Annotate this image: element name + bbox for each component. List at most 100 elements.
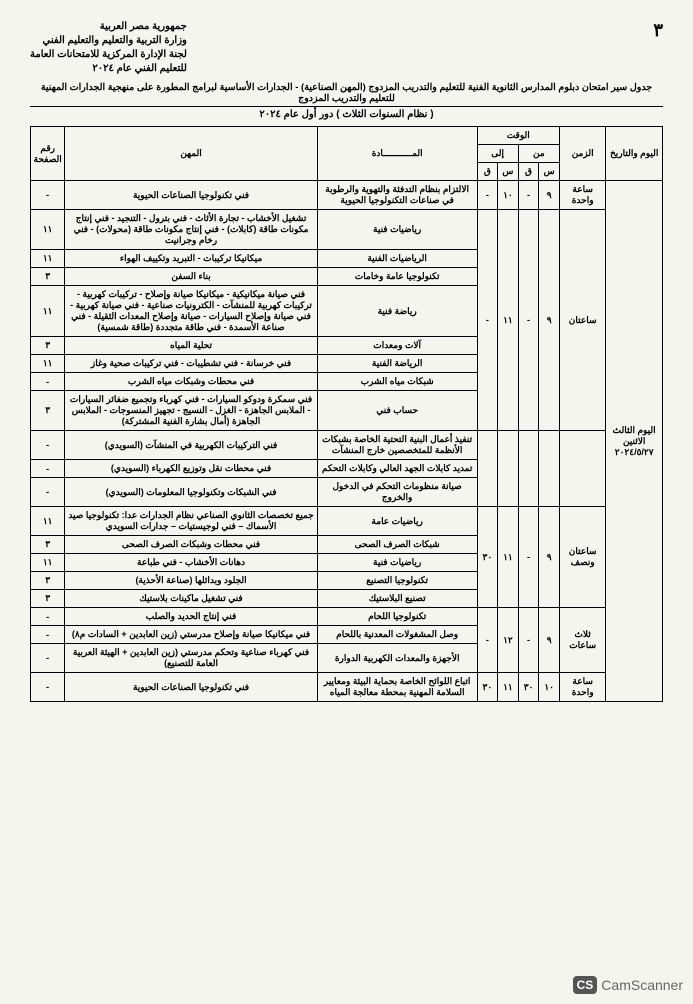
row-num-cell: ٣ xyxy=(31,337,65,355)
ministry-header: جمهورية مصر العربية وزارة التربية والتعل… xyxy=(30,20,187,76)
from-hour-cell: ٩ xyxy=(539,608,560,673)
subject-cell: تصنيع البلاستيك xyxy=(317,590,477,608)
subject-cell: صيانة منظومات التحكم في الدخول والخروج xyxy=(317,478,477,507)
row-num-cell: - xyxy=(31,431,65,460)
from-min-cell: - xyxy=(518,181,539,210)
row-num-cell: ١١ xyxy=(31,355,65,373)
header-line-1: جمهورية مصر العربية xyxy=(30,20,187,34)
subject-cell: الالتزام بنظام التدفئة والتهوية والرطوبة… xyxy=(317,181,477,210)
document-subtitle: ( نظام السنوات الثلاث ) دور أول عام ٢٠٢٤ xyxy=(30,109,663,120)
to-min-cell: - xyxy=(477,608,498,673)
document-header: ٣ جمهورية مصر العربية وزارة التربية والت… xyxy=(30,20,663,76)
subject-cell: تكنولوجيا اللحام xyxy=(317,608,477,626)
table-row: ساعتان٩-١١-رياضيات فنيةتشغيل الأخشاب - ت… xyxy=(31,210,663,250)
subject-cell: الرياضة الفنية xyxy=(317,355,477,373)
camscanner-label: CamScanner xyxy=(601,977,683,993)
th-time: الوقت xyxy=(477,127,559,145)
profession-cell: فني إنتاج الحديد والصلب xyxy=(65,608,317,626)
row-num-cell: ١١ xyxy=(31,554,65,572)
subject-cell: الأجهزة والمعدات الكهربية الدوارة xyxy=(317,644,477,673)
row-num-cell: ٣ xyxy=(31,391,65,431)
profession-cell: فني محطات وشبكات الصرف الصحى xyxy=(65,536,317,554)
camscanner-watermark: CS CamScanner xyxy=(573,976,683,994)
subject-cell: رياضيات فنية xyxy=(317,210,477,250)
duration-cell: ساعة واحدة xyxy=(559,181,605,210)
subject-cell: شبكات الصرف الصحى xyxy=(317,536,477,554)
subject-cell: تكنولوجيا التصنيع xyxy=(317,572,477,590)
table-row: ثلاث ساعات٩-١٢-تكنولوجيا اللحامفني إنتاج… xyxy=(31,608,663,626)
from-min-cell xyxy=(518,431,539,507)
profession-cell: فني تشغيل ماكينات بلاستيك xyxy=(65,590,317,608)
row-num-cell: ٣ xyxy=(31,572,65,590)
to-min-cell xyxy=(477,431,498,507)
to-min-cell: ٣٠ xyxy=(477,673,498,702)
row-num-cell: - xyxy=(31,626,65,644)
th-to-h: س xyxy=(498,163,519,181)
from-hour-cell: ٩ xyxy=(539,181,560,210)
profession-cell: فني تكنولوجيا الصناعات الحيوية xyxy=(65,181,317,210)
row-num-cell: ٣ xyxy=(31,536,65,554)
row-num-cell: ١١ xyxy=(31,210,65,250)
from-min-cell: - xyxy=(518,210,539,431)
subject-cell: وصل المشغولات المعدنية باللحام xyxy=(317,626,477,644)
table-row: تنفيذ أعمال البنية التحتية الخاصة بشبكات… xyxy=(31,431,663,460)
profession-cell: فني تكنولوجيا الصناعات الحيوية xyxy=(65,673,317,702)
to-hour-cell: ١١ xyxy=(498,507,519,608)
from-hour-cell xyxy=(539,431,560,507)
subject-cell: رياضة فنية xyxy=(317,286,477,337)
profession-cell: تحلية المياه xyxy=(65,337,317,355)
profession-cell: فني سمكرة ودوكو السيارات - فني كهرباء وت… xyxy=(65,391,317,431)
duration-cell xyxy=(559,431,605,507)
profession-cell: بناء السفن xyxy=(65,268,317,286)
th-row-num: رقم الصفحة xyxy=(31,127,65,181)
profession-cell: فني التركيبات الكهربية في المنشآت (السوي… xyxy=(65,431,317,460)
profession-cell: الجلود وبدائلها (صناعة الأحذية) xyxy=(65,572,317,590)
from-hour-cell: ٩ xyxy=(539,210,560,431)
page-number: ٣ xyxy=(653,20,663,41)
th-day: اليوم والتاريخ xyxy=(606,127,663,181)
from-min-cell: - xyxy=(518,608,539,673)
profession-cell: فني محطات نقل وتوزيع الكهرباء (السويدي) xyxy=(65,460,317,478)
header-line-3: لجنة الإدارة المركزية للامتحانات العامة xyxy=(30,48,187,62)
row-num-cell: ١١ xyxy=(31,250,65,268)
profession-cell: فني محطات وشبكات مياه الشرب xyxy=(65,373,317,391)
day-cell: اليوم الثالث الاثنين ٢٠٢٤/٥/٢٧ xyxy=(606,181,663,702)
document-title: جدول سير امتحان دبلوم المدارس الثانوية ا… xyxy=(30,82,663,107)
th-to-m: ق xyxy=(477,163,498,181)
row-num-cell: - xyxy=(31,478,65,507)
subject-cell: رياضيات عامة xyxy=(317,507,477,536)
th-to: إلى xyxy=(477,145,518,163)
th-subject: المـــــــــــادة xyxy=(317,127,477,181)
profession-cell: فني ميكانيكا صيانة وإصلاح مدرستي (زين ال… xyxy=(65,626,317,644)
header-line-2: وزارة التربية والتعليم والتعليم الفني xyxy=(30,34,187,48)
duration-cell: ساعة واحدة xyxy=(559,673,605,702)
from-hour-cell: ١٠ xyxy=(539,673,560,702)
from-hour-cell: ٩ xyxy=(539,507,560,608)
to-hour-cell: ١١ xyxy=(498,673,519,702)
to-hour-cell: ١٠ xyxy=(498,181,519,210)
subject-cell: تكنولوجيا عامة وخامات xyxy=(317,268,477,286)
subject-cell: تنفيذ أعمال البنية التحتية الخاصة بشبكات… xyxy=(317,431,477,460)
profession-cell: ميكانيكا تركيبات - التبريد وتكييف الهواء xyxy=(65,250,317,268)
subject-cell: حساب فني xyxy=(317,391,477,431)
table-body: اليوم الثالث الاثنين ٢٠٢٤/٥/٢٧ساعة واحدة… xyxy=(31,181,663,702)
row-num-cell: ٣ xyxy=(31,590,65,608)
th-from: من xyxy=(518,145,559,163)
row-num-cell: - xyxy=(31,673,65,702)
to-min-cell: ٣٠ xyxy=(477,507,498,608)
table-row: ساعة واحدة١٠٣٠١١٣٠اتباع اللوائح الخاصة ب… xyxy=(31,673,663,702)
profession-cell: فني الشبكات وتكنولوجيا المعلومات (السويد… xyxy=(65,478,317,507)
to-hour-cell: ١١ xyxy=(498,210,519,431)
row-num-cell: ١١ xyxy=(31,286,65,337)
th-profession: المهن xyxy=(65,127,317,181)
th-from-m: ق xyxy=(518,163,539,181)
subject-cell: الرياضيات الفنية xyxy=(317,250,477,268)
subject-cell: شبكات مياه الشرب xyxy=(317,373,477,391)
from-min-cell: - xyxy=(518,507,539,608)
to-hour-cell xyxy=(498,431,519,507)
exam-schedule-table: اليوم والتاريخ الزمن الوقت المــــــــــ… xyxy=(30,126,663,702)
duration-cell: ساعتان ونصف xyxy=(559,507,605,608)
row-num-cell: - xyxy=(31,460,65,478)
subject-cell: آلات ومعدات xyxy=(317,337,477,355)
header-line-4: للتعليم الفني عام ٢٠٢٤ xyxy=(30,62,187,76)
